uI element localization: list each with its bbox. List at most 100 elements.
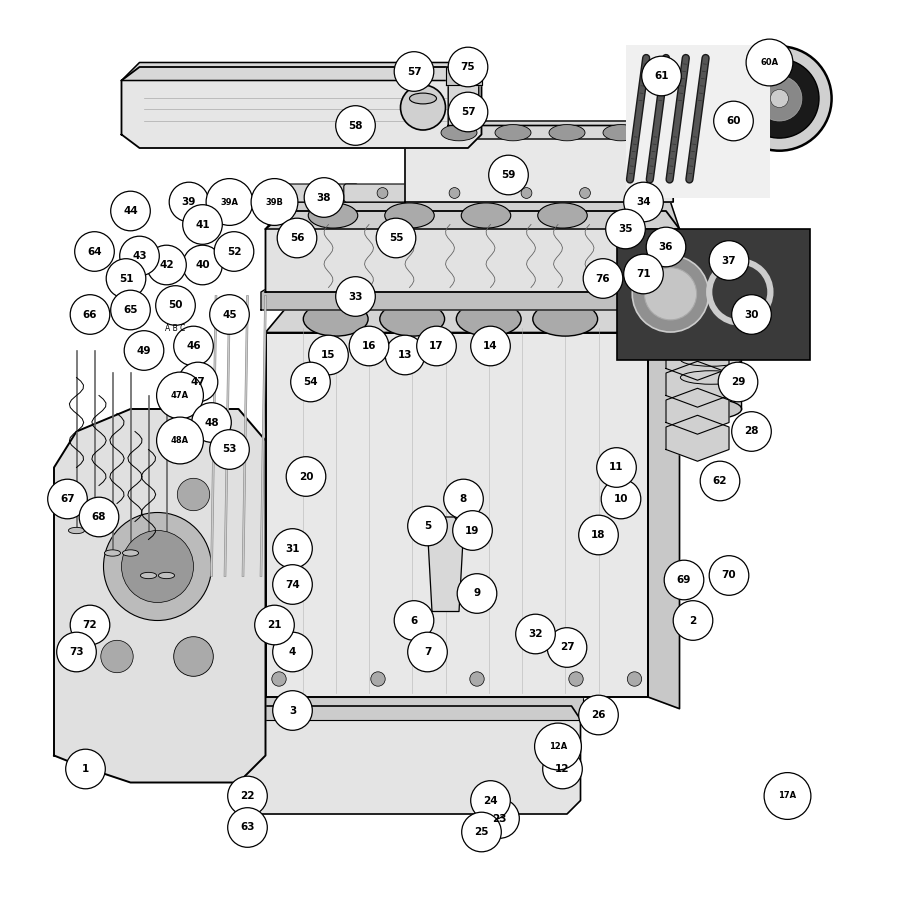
Circle shape (183, 204, 222, 244)
Text: 39B: 39B (266, 197, 284, 206)
Circle shape (579, 515, 618, 555)
Circle shape (408, 506, 447, 546)
Text: 42: 42 (159, 260, 174, 270)
Ellipse shape (680, 278, 742, 297)
Text: 68: 68 (92, 512, 106, 522)
Circle shape (394, 601, 434, 640)
Text: 25: 25 (474, 827, 489, 837)
Circle shape (104, 513, 212, 621)
Text: 57: 57 (407, 67, 421, 76)
Circle shape (480, 799, 519, 838)
Circle shape (157, 417, 203, 464)
Circle shape (770, 90, 788, 107)
Text: 47: 47 (191, 377, 205, 387)
Circle shape (273, 691, 312, 730)
Circle shape (457, 574, 497, 613)
Polygon shape (266, 202, 680, 229)
Circle shape (376, 218, 416, 258)
Text: 54: 54 (303, 377, 318, 387)
Circle shape (169, 182, 209, 222)
Text: 12: 12 (555, 764, 570, 774)
Circle shape (746, 39, 793, 86)
Ellipse shape (680, 399, 742, 419)
Ellipse shape (644, 268, 697, 320)
Text: 7: 7 (424, 647, 431, 657)
Text: 72: 72 (83, 620, 97, 630)
Circle shape (210, 430, 249, 470)
Text: 5: 5 (424, 521, 431, 531)
Polygon shape (446, 67, 482, 85)
Text: 52: 52 (227, 247, 241, 257)
Circle shape (547, 628, 587, 668)
Text: 32: 32 (528, 629, 543, 639)
Polygon shape (122, 67, 482, 148)
Circle shape (336, 105, 375, 145)
Circle shape (228, 776, 267, 816)
Circle shape (624, 182, 663, 222)
Text: 24: 24 (483, 796, 498, 805)
Circle shape (449, 188, 460, 198)
Circle shape (535, 724, 581, 770)
Circle shape (627, 672, 642, 686)
Circle shape (471, 780, 510, 821)
Polygon shape (666, 415, 729, 461)
Circle shape (228, 808, 267, 847)
Text: 69: 69 (677, 575, 691, 585)
Circle shape (408, 632, 447, 672)
Text: 30: 30 (744, 310, 759, 319)
Circle shape (709, 240, 749, 281)
Circle shape (757, 76, 802, 121)
Circle shape (606, 209, 645, 249)
Circle shape (273, 632, 312, 672)
Ellipse shape (303, 302, 368, 337)
Circle shape (111, 290, 150, 330)
Ellipse shape (385, 203, 434, 228)
Text: 50: 50 (168, 301, 183, 311)
Circle shape (601, 480, 641, 519)
Text: 49: 49 (137, 346, 151, 356)
Circle shape (272, 672, 286, 686)
Circle shape (120, 237, 159, 276)
Circle shape (471, 326, 510, 366)
Circle shape (75, 232, 114, 271)
Ellipse shape (140, 572, 157, 579)
Polygon shape (405, 126, 673, 202)
Ellipse shape (104, 550, 121, 556)
Polygon shape (405, 121, 673, 139)
Circle shape (111, 192, 150, 231)
Text: 39: 39 (182, 197, 196, 207)
Text: 73: 73 (69, 647, 84, 657)
Text: 26: 26 (591, 710, 606, 720)
Text: 45: 45 (222, 310, 237, 319)
Text: 63: 63 (240, 823, 255, 833)
Text: 15: 15 (321, 350, 336, 360)
Circle shape (400, 85, 446, 130)
Circle shape (642, 56, 681, 95)
Circle shape (453, 511, 492, 550)
Circle shape (174, 636, 213, 677)
Polygon shape (666, 58, 711, 103)
Ellipse shape (68, 527, 85, 534)
Text: 55: 55 (389, 233, 403, 243)
FancyBboxPatch shape (546, 184, 628, 202)
Circle shape (57, 632, 96, 672)
Polygon shape (54, 409, 266, 782)
Text: 37: 37 (722, 256, 736, 266)
Ellipse shape (86, 527, 103, 534)
Text: 9: 9 (473, 589, 481, 599)
Circle shape (156, 286, 195, 326)
Polygon shape (243, 706, 580, 814)
Text: 60: 60 (726, 116, 741, 126)
Circle shape (291, 362, 330, 402)
Polygon shape (666, 335, 729, 381)
Circle shape (183, 245, 222, 285)
Text: 4: 4 (289, 647, 296, 657)
Ellipse shape (122, 550, 139, 556)
Circle shape (255, 605, 294, 645)
Text: 11: 11 (609, 462, 624, 472)
Circle shape (70, 605, 110, 645)
Circle shape (700, 461, 740, 501)
Ellipse shape (158, 572, 175, 579)
Polygon shape (666, 388, 729, 435)
Circle shape (309, 336, 348, 375)
